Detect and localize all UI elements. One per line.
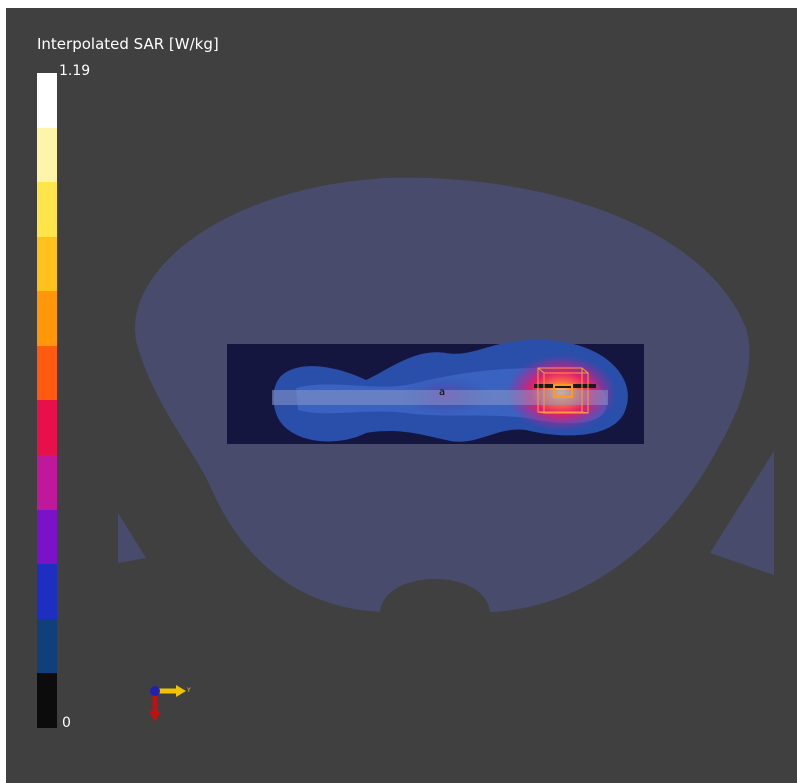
center-marker-label: a — [439, 387, 445, 398]
colorbar-swatch-1 — [37, 127, 57, 183]
colorbar-swatch-0 — [37, 73, 57, 128]
colorbar-swatch-4 — [37, 291, 57, 346]
axis-triad[interactable]: Y — [149, 685, 191, 722]
antenna-line — [272, 390, 608, 405]
colorbar — [37, 73, 57, 728]
colorbar-min-label: 0 — [62, 715, 71, 731]
feed-box — [537, 367, 589, 414]
colorbar-swatch-6 — [37, 400, 57, 456]
colorbar-swatch-7 — [37, 455, 57, 510]
colorbar-swatch-5 — [37, 345, 57, 401]
colorbar-swatch-10 — [37, 618, 57, 674]
colorbar-swatch-2 — [37, 182, 57, 237]
colorbar-swatch-11 — [37, 673, 57, 728]
colorbar-swatch-3 — [37, 236, 57, 292]
3d-viewport[interactable]: a Y Interpolated SAR [W/kg] 1.19 0 — [6, 8, 797, 783]
colorbar-swatch-8 — [37, 509, 57, 565]
axis-y-arrow — [176, 685, 186, 697]
feed-point — [553, 384, 573, 398]
phantom-left-ear — [118, 513, 146, 563]
sar-scene: a Y — [118, 177, 774, 722]
colorbar-swatch-9 — [37, 564, 57, 619]
colorbar-title: Interpolated SAR [W/kg] — [37, 35, 219, 53]
phantom-right-ear — [710, 451, 774, 575]
axis-z-arrow — [149, 711, 161, 722]
axis-x-origin — [150, 686, 160, 696]
colorbar-max-label: 1.19 — [59, 63, 91, 79]
axis-y-label: Y — [186, 687, 191, 694]
